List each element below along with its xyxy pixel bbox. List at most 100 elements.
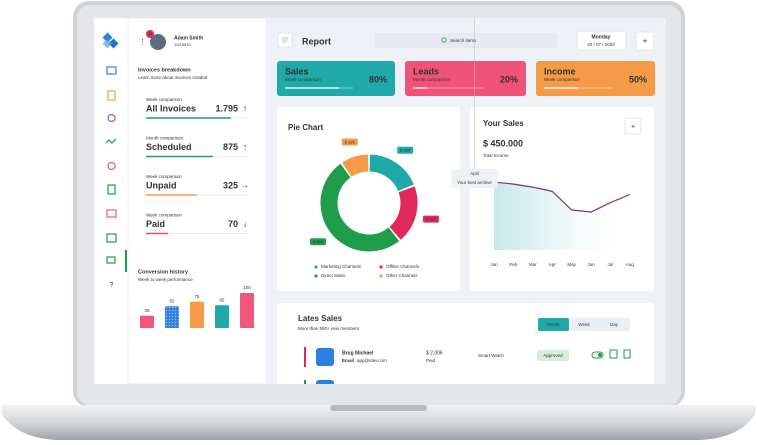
item-period: Month comparison: [146, 136, 184, 141]
status-badge: [537, 350, 569, 361]
nav-icons[interactable]: ?: [105, 66, 117, 289]
add-icon: +: [631, 123, 635, 130]
item-period: Week comparison: [146, 213, 182, 218]
item-value: 875: [223, 142, 238, 152]
bar-label: 62: [169, 298, 175, 303]
stat-card: [405, 61, 526, 96]
sales-add-button[interactable]: [624, 117, 642, 135]
search-icon: [441, 37, 447, 43]
badge-count: 10: [148, 32, 152, 36]
add-button[interactable]: [635, 31, 655, 51]
card-value: 50%: [629, 74, 647, 84]
pie-label-bg: [422, 215, 439, 223]
item-value: 1.795: [215, 103, 238, 113]
tooltip-text: Your best archive: [457, 180, 492, 185]
card-subtitle: Week comparison: [544, 77, 580, 82]
pie-label: $ 365: [400, 148, 411, 153]
product-name: Smart Watch: [478, 353, 504, 358]
item-trend: ↓: [243, 220, 247, 229]
card-value: 80%: [369, 74, 387, 84]
bar-label: 100: [243, 285, 251, 290]
pie-slice: [320, 163, 400, 252]
legend-dot: [314, 265, 318, 269]
bar-label: 65: [219, 297, 225, 302]
bar: [165, 306, 179, 328]
legend-dot: [314, 274, 318, 278]
user-id: 10/15910: [174, 42, 191, 47]
tab-label[interactable]: Month: [547, 322, 560, 327]
notch: [330, 405, 427, 411]
item-trend: ↑: [243, 104, 247, 113]
x-tick-label: Mar: [529, 262, 537, 267]
item-value: 325: [223, 180, 238, 190]
status-label: Approved: [543, 353, 563, 358]
date-value: 20 / 07 / 2020: [587, 42, 615, 47]
avatar: [150, 34, 166, 50]
pie-label: $ 380: [426, 217, 437, 222]
card-subtitle: Week comparison: [285, 77, 321, 82]
legend-dot: [379, 265, 383, 269]
tab-label[interactable]: Day: [610, 322, 619, 327]
x-tick-label: Jan: [490, 262, 498, 267]
tooltip-title: April: [470, 171, 479, 176]
card-title: Lates Sales: [298, 314, 343, 323]
pie-slice: [389, 186, 418, 240]
x-tick-label: Apr: [549, 262, 557, 267]
pie-label: $ 980: [313, 239, 324, 244]
row-actions[interactable]: [591, 349, 631, 359]
sales-line: [493, 181, 631, 213]
x-tick-label: Jun: [587, 262, 595, 267]
badge: [146, 30, 154, 38]
x-tick-label: Feb: [510, 262, 518, 267]
date-day: Monday: [592, 34, 611, 40]
date-picker[interactable]: [576, 30, 627, 51]
card-title: Income: [544, 66, 576, 76]
legend-label: Offline Channels: [386, 264, 420, 269]
row-avatar: [316, 380, 334, 384]
row-marker: [304, 380, 306, 384]
laptop-base: [1, 405, 756, 440]
pie-label-bg: [341, 138, 358, 146]
stat-card: [536, 61, 655, 96]
bar-label: 35: [144, 308, 150, 313]
payment-status: Paid: [426, 358, 436, 363]
section-title: Conversion history: [138, 269, 189, 275]
pie-label-bg: [310, 238, 327, 246]
search-placeholder: Search items: [450, 38, 477, 43]
legend-dot: [379, 274, 383, 278]
pie-card: [277, 107, 460, 291]
email-label: Email: [342, 358, 354, 363]
legend-label: Direct Sales: [321, 273, 346, 278]
bar: [140, 315, 154, 328]
x-tick-label: Aug: [626, 262, 635, 267]
sale-amount: $ 2,006: [426, 350, 443, 356]
user-name: Adam Smith: [174, 35, 203, 41]
item-trend: ↑: [243, 143, 247, 152]
legend-label: Other Channels: [386, 273, 418, 278]
bar-label: 75: [194, 294, 200, 299]
nav-active: [125, 250, 127, 272]
x-tick-label: May: [567, 262, 576, 267]
card-title: Leads: [413, 66, 439, 76]
bar: [240, 293, 254, 328]
menu-dots[interactable]: ⋮: [139, 39, 146, 46]
legend-label: Marketing Channels: [321, 264, 362, 269]
add-icon: +: [643, 37, 648, 46]
pie-slice: [369, 154, 414, 192]
item-label: Scheduled: [146, 142, 192, 152]
pie-label-bg: [397, 146, 414, 154]
menu-icon: [282, 37, 288, 43]
tab-active[interactable]: [538, 318, 569, 331]
logo: [102, 32, 119, 49]
sales-area: [494, 182, 630, 250]
row-avatar: [316, 348, 334, 366]
x-tick-label: Jul: [608, 262, 614, 267]
svg-text:?: ?: [110, 282, 114, 289]
search-box[interactable]: [375, 33, 557, 48]
tab-label[interactable]: Week: [578, 322, 590, 327]
item-value: 70: [228, 219, 238, 229]
card-title: Sales: [285, 66, 309, 76]
pie-slice: [342, 154, 369, 178]
